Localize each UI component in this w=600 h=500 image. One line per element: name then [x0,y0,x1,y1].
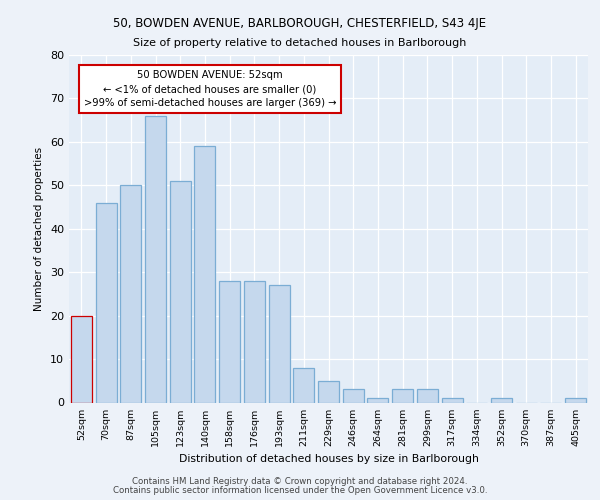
Bar [343,390,364,402]
Bar [244,281,265,402]
Bar [318,381,339,402]
Bar [367,398,388,402]
Bar [417,390,438,402]
X-axis label: Distribution of detached houses by size in Barlborough: Distribution of detached houses by size … [179,454,478,464]
Text: 50 BOWDEN AVENUE: 52sqm
← <1% of detached houses are smaller (0)
>99% of semi-de: 50 BOWDEN AVENUE: 52sqm ← <1% of detache… [83,70,336,108]
Text: Size of property relative to detached houses in Barlborough: Size of property relative to detached ho… [133,38,467,48]
Bar [269,285,290,403]
Bar [442,398,463,402]
Bar [120,186,141,402]
Bar [491,398,512,402]
Bar [293,368,314,402]
Text: 50, BOWDEN AVENUE, BARLBOROUGH, CHESTERFIELD, S43 4JE: 50, BOWDEN AVENUE, BARLBOROUGH, CHESTERF… [113,18,487,30]
Y-axis label: Number of detached properties: Number of detached properties [34,146,44,311]
Bar [95,202,116,402]
Text: Contains HM Land Registry data © Crown copyright and database right 2024.: Contains HM Land Registry data © Crown c… [132,477,468,486]
Text: Contains public sector information licensed under the Open Government Licence v3: Contains public sector information licen… [113,486,487,495]
Bar [219,281,240,402]
Bar [145,116,166,403]
Bar [565,398,586,402]
Bar [392,390,413,402]
Bar [194,146,215,403]
Bar [170,181,191,402]
Bar [71,316,92,402]
